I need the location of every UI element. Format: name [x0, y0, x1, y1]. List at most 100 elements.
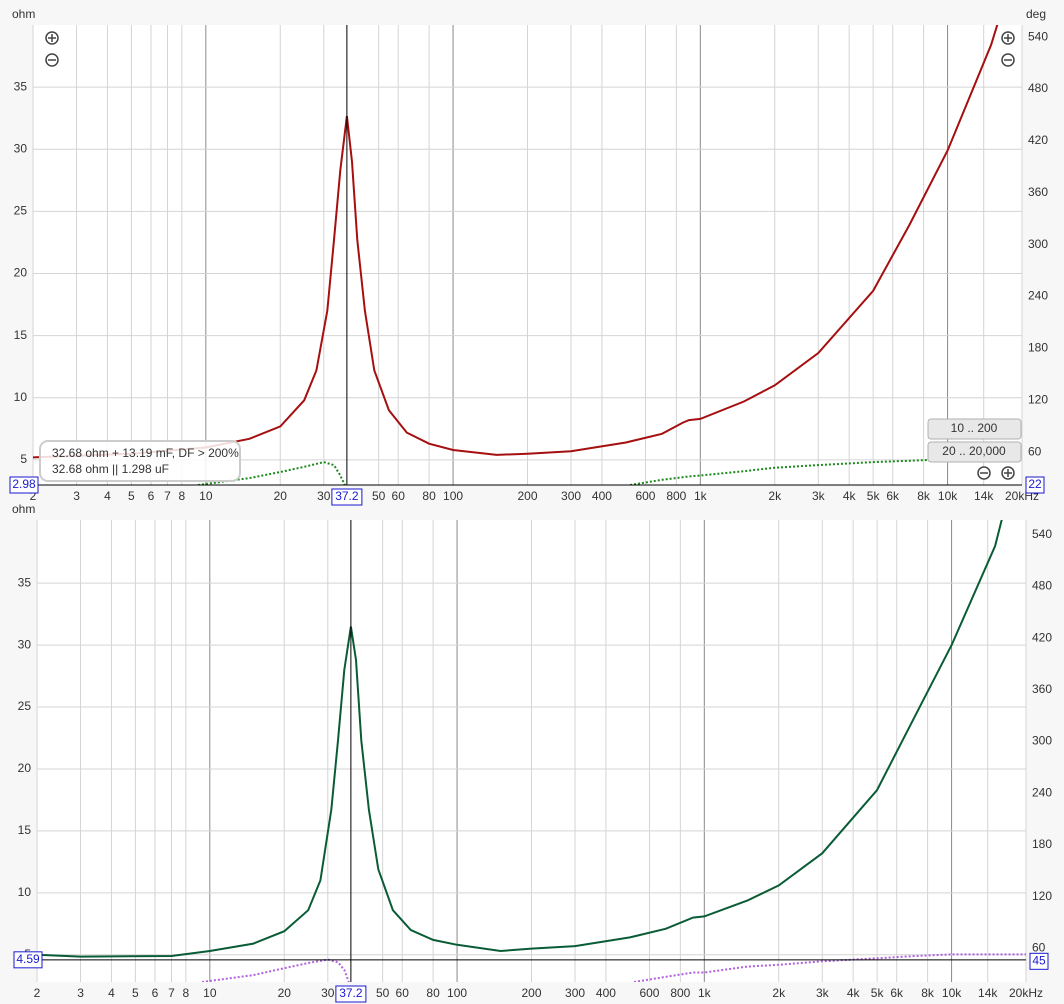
- x-tick-label: 400: [596, 986, 616, 1000]
- y2-tick-label: 120: [1028, 392, 1048, 406]
- y2-tick-label: 300: [1028, 237, 1048, 251]
- range-button-label: 10 .. 200: [951, 421, 998, 435]
- x-tick-label: 3k: [816, 986, 830, 1000]
- x-tick-label: 100: [447, 986, 467, 1000]
- cursor-y-label: 4.59: [16, 952, 40, 966]
- x-tick-label: 200: [517, 489, 537, 503]
- x-tick-label: 14k: [978, 986, 998, 1000]
- x-tick-label: 2k: [772, 986, 786, 1000]
- x-tick-label: 4k: [843, 489, 857, 503]
- x-tick-label: 8k: [921, 986, 935, 1000]
- y2-tick-label: 540: [1028, 29, 1048, 43]
- x-tick-label: 4: [104, 489, 111, 503]
- chart-layer: 2 3 4 5 6 7 8 10 20 30 50 60 80 100 200 300 400 600 800 1k 2…: [9, 7, 1052, 1003]
- x-tick-label: 2: [30, 489, 37, 503]
- y-tick-label: 35: [18, 575, 32, 589]
- range-button[interactable]: [927, 441, 1022, 463]
- x-tick-label: 80: [422, 489, 436, 503]
- range-button-label: 20 .. 20,000: [942, 444, 1006, 458]
- y2-tick-label: 360: [1028, 185, 1048, 199]
- x-tick-label: 14k: [974, 489, 994, 503]
- y2-tick-label: 240: [1028, 289, 1048, 303]
- y-tick-label: 15: [18, 823, 32, 837]
- icon: [1004, 34, 1012, 42]
- y2-tick-label: 420: [1028, 133, 1048, 147]
- x-tick-label: 20kHz: [1009, 986, 1043, 1000]
- x-tick-label: 3: [77, 986, 84, 1000]
- x-tick-label: 10: [203, 986, 217, 1000]
- y2-tick-label: 240: [1032, 785, 1052, 799]
- annotation: 32.68 ohm || 1.298 uF: [52, 462, 169, 476]
- x-tick-label: 6: [148, 489, 155, 503]
- x-tick-label: 6: [152, 986, 159, 1000]
- icon: [48, 34, 56, 42]
- x-tick-label: 8: [179, 489, 186, 503]
- y-tick-label: 25: [18, 699, 32, 713]
- x-tick-label: 10k: [938, 489, 958, 503]
- cursor-box: [1025, 476, 1045, 494]
- y-tick-label: 35: [14, 79, 28, 93]
- range-button[interactable]: [927, 418, 1022, 440]
- x-tick-label: 300: [561, 489, 581, 503]
- x-tick-label: 4k: [847, 986, 861, 1000]
- x-tick-label: 5k: [867, 489, 881, 503]
- y2-tick-label: 420: [1032, 630, 1052, 644]
- series-line: [37, 520, 1003, 958]
- y2-tick-label: 480: [1028, 81, 1048, 95]
- x-tick-label: 600: [639, 986, 659, 1000]
- x-tick-label: 30: [317, 489, 331, 503]
- x-tick-label: 800: [670, 986, 690, 1000]
- x-tick-label: 400: [592, 489, 612, 503]
- x-tick-label: 8k: [917, 489, 931, 503]
- cursor-box: [331, 488, 363, 506]
- cursor-box: [9, 476, 39, 494]
- y-tick-label: 25: [14, 204, 28, 218]
- x-tick-label: 300: [565, 986, 585, 1000]
- y2-tick-label: 480: [1032, 579, 1052, 593]
- y-tick-label: 15: [14, 328, 28, 342]
- y2-tick-label: 300: [1032, 734, 1052, 748]
- cursor-y2-label: 45: [1032, 953, 1046, 967]
- annotation: 32.68 ohm + 13.19 mF, DF > 200%: [52, 446, 239, 460]
- zoom-controls[interactable]: [45, 31, 1015, 480]
- cursor-y-label: 2.98: [12, 477, 36, 491]
- x-tick-label: 3: [73, 489, 80, 503]
- cursor-x-label: 37.2: [335, 489, 359, 503]
- y-tick-label: 20: [18, 761, 32, 775]
- series-line: [33, 25, 999, 459]
- cursor-x-label: 37.2: [339, 986, 363, 1000]
- icon: [1004, 469, 1012, 477]
- x-tick-label: 7: [164, 489, 171, 503]
- x-tick-label: 200: [521, 986, 541, 1000]
- x-tick-label: 8: [183, 986, 190, 1000]
- x-tick-label: 20: [278, 986, 292, 1000]
- x-tick-label: 30: [321, 986, 335, 1000]
- y2-tick-label: 120: [1032, 889, 1052, 903]
- annotation-box: [39, 440, 241, 482]
- x-tick-label: 60: [392, 489, 406, 503]
- y2-tick-label: 180: [1032, 837, 1052, 851]
- y2-tick-label: 60: [1032, 941, 1046, 955]
- x-tick-label: 10: [199, 489, 213, 503]
- x-tick-label: 50: [376, 986, 390, 1000]
- cursor-box: [1029, 952, 1049, 970]
- x-tick-label: 1k: [698, 986, 712, 1000]
- x-tick-label: 20: [274, 489, 288, 503]
- y-axis-label: ohm: [12, 7, 35, 21]
- cursor-y2-label: 22: [1028, 477, 1042, 491]
- y-axis-label: ohm: [12, 502, 35, 516]
- y2-tick-label: 60: [1028, 444, 1042, 458]
- x-tick-label: 6k: [890, 986, 904, 1000]
- x-tick-label: 5k: [871, 986, 885, 1000]
- x-tick-label: 4: [108, 986, 115, 1000]
- x-tick-label: 7: [168, 986, 175, 1000]
- y-tick-label: 30: [18, 637, 32, 651]
- y-tick-label: 10: [14, 390, 28, 404]
- x-tick-label: 1k: [694, 489, 708, 503]
- y-tick-label: 20: [14, 266, 28, 280]
- x-tick-label: 60: [396, 986, 410, 1000]
- x-tick-label: 2k: [768, 489, 782, 503]
- x-tick-label: 50: [372, 489, 386, 503]
- cursor-box: [335, 985, 367, 1003]
